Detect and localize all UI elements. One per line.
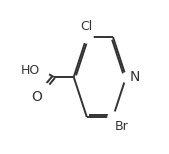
Text: O: O — [32, 90, 43, 104]
Text: Cl: Cl — [81, 20, 93, 33]
Text: N: N — [130, 70, 140, 84]
Text: Br: Br — [115, 120, 129, 133]
Text: HO: HO — [21, 64, 40, 77]
